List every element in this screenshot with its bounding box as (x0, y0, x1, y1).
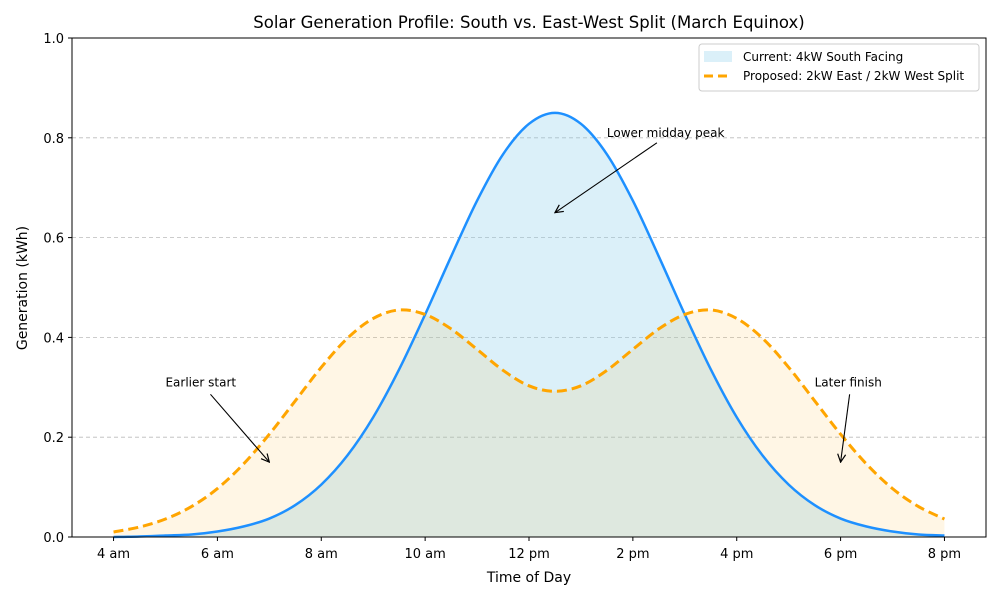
series-line-1 (113, 308, 946, 534)
x-tick-label: 2 pm (616, 547, 649, 562)
x-tick-label: 4 am (97, 547, 130, 562)
x-axis-ticks: 4 am 6 am 8 am 10 am 12 pm 2 pm 4 pm 6 pm 8 pm (97, 537, 961, 562)
series-line-0 (113, 111, 945, 539)
y-tick-label: 0.4 (43, 331, 64, 346)
legend-label-south: Current: 4kW South Facing (743, 50, 903, 64)
annotation-arrow (841, 394, 851, 462)
annotation-text: Later finish (815, 375, 882, 389)
x-tick-label: 4 pm (720, 547, 753, 562)
annotation-text: Earlier start (165, 375, 236, 389)
legend-box (698, 43, 980, 92)
legend: Current: 4kW South Facing Proposed: 2kW … (698, 43, 980, 92)
annotation-text: Lower midday peak (607, 126, 725, 140)
area-fill-1 (113, 309, 945, 537)
annotation-arrow (210, 393, 269, 462)
y-tick-label: 0.2 (43, 431, 64, 446)
x-tick-label: 6 pm (824, 547, 857, 562)
x-axis-label: Time of Day (486, 570, 571, 586)
y-tick-label: 1.0 (43, 32, 64, 47)
y-tick-label: 0.0 (43, 531, 64, 546)
legend-swatch-south (704, 51, 732, 62)
area-fills (113, 112, 945, 537)
y-tick-label: 0.6 (43, 232, 64, 247)
x-tick-label: 6 am (201, 547, 234, 562)
grid-lines (72, 137, 986, 438)
x-tick-label: 12 pm (508, 547, 550, 562)
legend-label-eastwest: Proposed: 2kW East / 2kW West Split (743, 69, 964, 83)
annotation-arrow (555, 142, 658, 213)
x-tick-label: 10 am (404, 547, 445, 562)
chart-title: Solar Generation Profile: South vs. East… (253, 13, 804, 32)
x-tick-label: 8 am (305, 547, 338, 562)
y-tick-label: 0.8 (43, 132, 64, 147)
area-fill-0 (113, 112, 945, 537)
y-axis-label: Generation (kWh) (15, 226, 31, 350)
series-lines (113, 111, 946, 539)
annotations: Lower midday peak Earlier start Later fini… (165, 126, 882, 462)
x-tick-label: 8 pm (928, 547, 961, 562)
y-axis-ticks: 0.0 0.2 0.4 0.6 0.8 1.0 (43, 32, 72, 546)
